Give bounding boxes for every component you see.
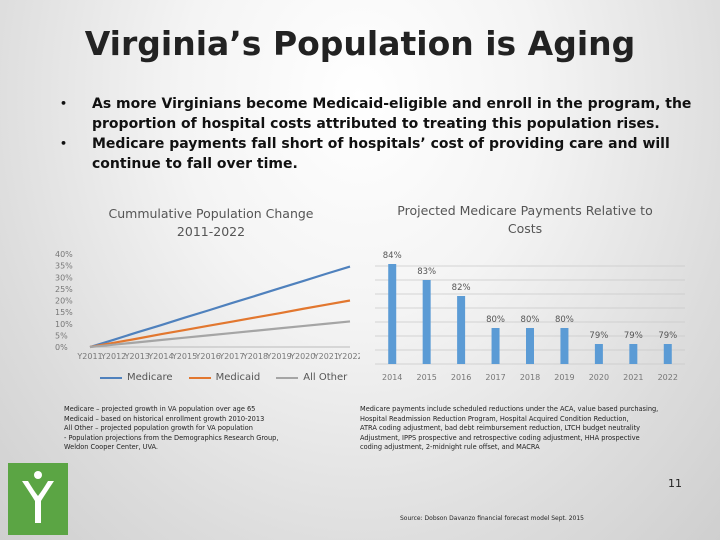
medicare-bar-chart: 84% 2014 83% 2015 82% 2016 80% 2017 80% 2018 80% 20… [375,251,685,382]
x-tick-label: 2021 [623,373,643,382]
footnote-line: Medicaid – based on historical enrollmen… [64,414,265,423]
bar-value-label: 79% [589,331,608,341]
footnote-line: ATRA coding adjustment, bad debt reimbur… [360,424,641,432]
bullet-list: • As more Virginians become Medicaid-eli… [60,94,700,174]
x-tick-label: Y2021 [313,352,339,361]
x-tick-label: 2014 [382,373,402,382]
bar [594,344,603,364]
y-tick-label: 35% [55,262,73,271]
line-chart-title: Cummulative Population Change 2011-2022 [108,206,314,239]
bar-value-label: 80% [486,315,505,325]
x-tick-label: 2015 [416,373,436,382]
y-tick-label: 15% [55,308,73,317]
x-tick-label: Y2015 [171,352,197,361]
bar [491,328,500,364]
source-note: Source: Dobson Davanzo financial forecas… [400,515,584,522]
bar-value-label: 80% [555,315,574,325]
legend-item-medicaid: Medicaid [188,372,261,383]
bar [629,344,638,364]
logo-mark-icon [22,471,54,523]
x-tick-label: Y2016 [195,352,221,361]
x-tick-label: 2018 [520,373,540,382]
y-tick-label: 40% [55,250,73,259]
x-tick-label: 2022 [658,373,678,382]
x-tick-label: Y2012 [100,352,126,361]
x-tick-label: 2019 [554,373,574,382]
bullet-dot: • [60,137,68,150]
bar-value-label: 80% [521,315,540,325]
x-tick-label: Y2018 [242,352,268,361]
bar [422,280,431,364]
x-tick-label: Y2017 [218,352,244,361]
population-line-chart: 0% 5% 10% 15% 20% 25% 30% 35% 40% Y2011Y2012Y2013… [55,250,360,361]
x-tick-label: 2016 [451,373,471,382]
y-tick-label: 20% [55,297,73,306]
legend-swatch [188,376,211,379]
footnote-line: Adjustment, IPPS prospective and retrosp… [360,433,640,442]
bar [560,328,569,364]
legend-label: Medicare [127,372,173,383]
footnote-line: All Other – projected population growth … [64,424,253,432]
x-tick-label: Y2013 [124,352,150,361]
legend-item-all-other: All Other [276,372,347,383]
bullet-text: Medicare payments fall short of hospital… [92,136,670,172]
y-tick-label: 0% [55,343,68,352]
footnote-line: Medicare payments include scheduled redu… [360,405,659,413]
organization-logo [8,463,68,535]
legend-swatch [276,376,299,379]
footnote-line: Medicare – projected growth in VA popula… [64,405,256,413]
left-footnote: Medicare – projected growth in VA popula… [64,405,354,453]
line-chart-legend: Medicare Medicaid All Other [100,372,347,383]
x-tick-label: Y2020 [289,352,315,361]
page-number: 11 [668,477,682,490]
footnote-line: Weldon Cooper Center, UVA. [64,443,159,451]
bar [663,344,672,364]
legend-swatch [100,376,122,379]
x-tick-label: Y2019 [265,352,291,361]
legend-label: Medicaid [215,372,261,383]
slide-title: Virginia’s Population is Aging [84,24,636,63]
y-tick-label: 30% [55,273,73,282]
bullet-dot: • [60,97,68,110]
footnote-line: Hospital Readmission Reduction Program, … [360,414,629,423]
footnote-line: coding adjustment, 2-midnight rule offse… [360,443,540,451]
bullet-item: • Medicare payments fall short of hospit… [60,134,700,174]
series-line-medicaid [89,299,351,349]
x-tick-label: Y2022 [336,352,360,361]
bar-value-label: 82% [452,283,471,293]
bar-value-label: 83% [417,267,436,277]
bar [388,264,397,364]
footnote-line: - Population projections from the Demogr… [64,433,279,442]
bar-value-label: 84% [383,251,402,261]
y-tick-label: 25% [55,285,73,294]
x-tick-label: Y2011 [76,352,102,361]
y-tick-label: 5% [55,331,68,340]
x-tick-label: 2020 [589,373,609,382]
x-tick-label: Y2014 [147,352,173,361]
bar-chart-title: Projected Medicare Payments Relative to … [397,203,653,236]
series-line-medicare [89,265,351,349]
bar [526,328,534,364]
bar-value-label: 79% [658,331,677,341]
right-footnote: Medicare payments include scheduled redu… [360,405,710,453]
bar-value-label: 79% [624,331,643,341]
bar [457,296,466,364]
x-tick-label: 2017 [485,373,505,382]
legend-item-medicare: Medicare [100,372,173,383]
legend-label: All Other [303,372,348,383]
bullet-text: As more Virginians become Medicaid-eligi… [92,96,692,132]
y-tick-label: 10% [55,320,73,329]
series-line-all-other [89,320,351,349]
bullet-item: • As more Virginians become Medicaid-eli… [60,94,700,134]
